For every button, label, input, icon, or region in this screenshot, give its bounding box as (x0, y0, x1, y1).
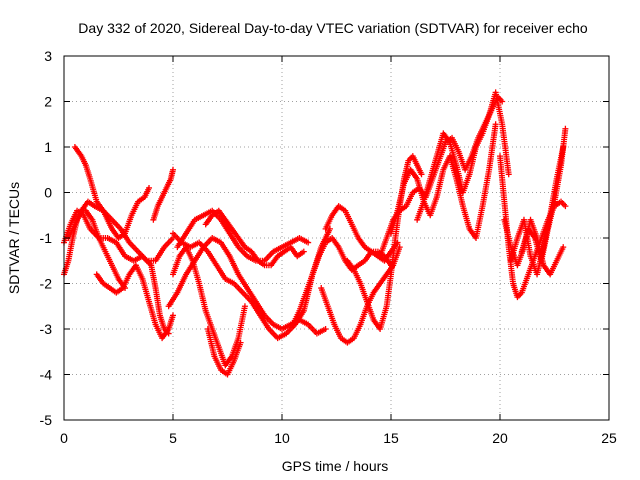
y-axis-ticks: -5 -4 -3 -2 -1 0 1 2 3 (40, 48, 609, 428)
y-tick-label: -5 (40, 412, 53, 428)
series-track-7 (170, 244, 248, 369)
data-point (300, 248, 307, 255)
series-track-11 (165, 235, 329, 337)
y-tick-label: -4 (40, 367, 53, 383)
y-tick-label: 1 (44, 139, 52, 155)
y-tick-label: -2 (40, 276, 53, 292)
series-track-5 (93, 262, 176, 342)
x-axis-label: GPS time / hours (282, 458, 389, 474)
data-point (241, 303, 248, 310)
y-tick-label: -3 (40, 321, 53, 337)
data-point (418, 171, 425, 178)
x-tick-label: 15 (383, 430, 399, 446)
data-point (146, 184, 153, 191)
series-track-19 (414, 89, 512, 223)
data-point (322, 326, 329, 332)
x-tick-label: 0 (60, 430, 68, 446)
y-tick-label: 3 (44, 48, 52, 64)
series-track-12 (202, 207, 307, 269)
data-point (170, 312, 176, 319)
y-axis-label: SDTVAR / TECUs (6, 182, 22, 294)
chart-title: Day 332 of 2020, Sidereal Day-to-day VTE… (78, 20, 588, 36)
data-point (562, 203, 569, 210)
y-tick-label: 2 (44, 94, 52, 110)
series-track-8 (204, 326, 244, 378)
x-tick-label: 5 (169, 430, 177, 446)
data-point (170, 166, 176, 173)
data-point (305, 239, 312, 246)
data-point (492, 121, 499, 128)
y-tick-label: -1 (40, 230, 53, 246)
series-track-18 (388, 121, 499, 241)
data-point (505, 171, 512, 178)
data-point (560, 244, 567, 251)
data-series (61, 89, 569, 378)
series-track-3 (71, 144, 153, 241)
x-axis-ticks: 0 5 10 15 20 25 (60, 56, 617, 446)
series-track-23 (518, 125, 569, 264)
x-tick-label: 10 (274, 430, 290, 446)
y-tick-label: 0 (44, 185, 52, 201)
data-point (562, 125, 569, 132)
data-point (396, 244, 403, 251)
series-track-10 (174, 207, 312, 264)
series-track-6 (150, 166, 176, 223)
series-track-13 (289, 235, 394, 328)
data-point (237, 339, 244, 346)
x-tick-label: 25 (601, 430, 617, 446)
x-tick-label: 20 (492, 430, 508, 446)
